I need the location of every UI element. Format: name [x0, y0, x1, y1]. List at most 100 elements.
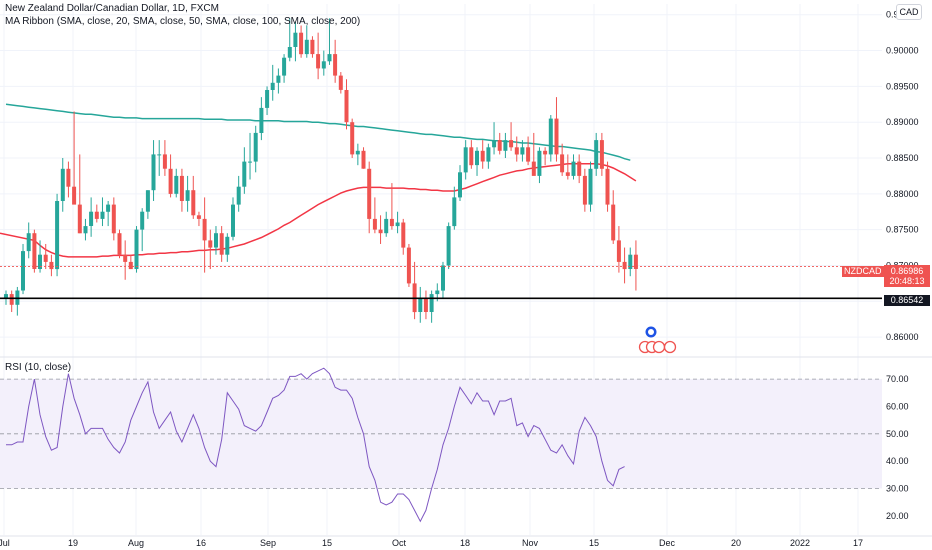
candle[interactable] — [384, 211, 389, 237]
candle[interactable] — [338, 72, 343, 94]
candle[interactable] — [196, 211, 201, 227]
candle[interactable] — [43, 243, 48, 270]
candle[interactable] — [248, 132, 252, 180]
candle[interactable] — [208, 229, 213, 270]
candle[interactable] — [395, 211, 400, 234]
candle[interactable] — [253, 125, 258, 173]
candle[interactable] — [157, 140, 162, 176]
candle[interactable] — [486, 143, 491, 169]
event-markers[interactable] — [638, 325, 677, 354]
candle[interactable] — [310, 36, 315, 58]
candle[interactable] — [128, 254, 133, 270]
candle[interactable] — [259, 97, 264, 141]
candle[interactable] — [117, 229, 122, 259]
candle[interactable] — [26, 222, 31, 259]
candle[interactable] — [304, 25, 309, 58]
candle[interactable] — [463, 140, 468, 180]
candle[interactable] — [452, 186, 457, 230]
candle[interactable] — [441, 261, 445, 298]
candles[interactable] — [4, 18, 638, 323]
candle[interactable] — [372, 197, 377, 234]
candle[interactable] — [605, 161, 610, 212]
candle[interactable] — [423, 290, 428, 320]
candle[interactable] — [145, 190, 150, 219]
candle[interactable] — [111, 197, 116, 241]
candle[interactable] — [106, 200, 111, 227]
candle[interactable] — [72, 111, 77, 205]
candle[interactable] — [412, 261, 417, 320]
candle[interactable] — [66, 161, 71, 198]
candle[interactable] — [276, 68, 281, 94]
candle[interactable] — [242, 147, 247, 194]
candle[interactable] — [282, 54, 287, 83]
candle[interactable] — [191, 175, 196, 219]
candle[interactable] — [333, 39, 338, 83]
candle[interactable] — [622, 247, 627, 284]
candle[interactable] — [185, 175, 190, 212]
candle[interactable] — [151, 140, 156, 201]
candle[interactable] — [162, 140, 167, 176]
candle[interactable] — [594, 132, 599, 176]
candle[interactable] — [628, 247, 633, 277]
candle[interactable] — [299, 25, 304, 58]
economic-event-icon[interactable] — [652, 340, 666, 354]
candle[interactable] — [469, 140, 474, 169]
candle[interactable] — [293, 21, 298, 62]
candle[interactable] — [582, 168, 587, 212]
candle[interactable] — [537, 147, 542, 184]
candle[interactable] — [361, 147, 366, 169]
candle[interactable] — [168, 154, 173, 198]
indicator-legend[interactable]: MA Ribbon (SMA, close, 20, SMA, close, 5… — [5, 16, 361, 27]
candle[interactable] — [32, 229, 37, 273]
candle[interactable] — [418, 286, 423, 323]
candle[interactable] — [202, 197, 207, 273]
candle[interactable] — [100, 197, 105, 227]
candle[interactable] — [480, 140, 485, 169]
candle[interactable] — [344, 79, 349, 130]
time-axis[interactable]: Jul 19 Aug 16 Sep 15 Oct 18 Nov 15 Dec 20 2022 17 — [0, 538, 863, 548]
candle[interactable] — [265, 86, 270, 116]
candle[interactable] — [55, 193, 60, 277]
candle[interactable] — [429, 290, 434, 323]
candle[interactable] — [225, 233, 230, 262]
candle[interactable] — [89, 197, 94, 237]
candle[interactable] — [446, 222, 451, 270]
candle[interactable] — [134, 226, 139, 273]
candle[interactable] — [83, 218, 88, 241]
candle[interactable] — [9, 290, 14, 313]
candle[interactable] — [389, 183, 394, 230]
candle[interactable] — [231, 197, 235, 241]
candle[interactable] — [458, 165, 462, 201]
candle[interactable] — [492, 122, 497, 155]
candle[interactable] — [378, 215, 383, 244]
candle[interactable] — [49, 254, 54, 277]
candle[interactable] — [497, 132, 502, 155]
candle[interactable] — [401, 218, 406, 255]
candle[interactable] — [327, 18, 332, 65]
candle[interactable] — [367, 161, 372, 234]
candle[interactable] — [15, 286, 20, 316]
price-axis[interactable]: 0.905000.900000.895000.890000.885000.880… — [886, 10, 919, 342]
candle[interactable] — [350, 118, 355, 159]
candle[interactable] — [514, 136, 519, 162]
candle[interactable] — [219, 226, 224, 262]
candle[interactable] — [123, 240, 128, 280]
candle[interactable] — [520, 140, 525, 162]
candle[interactable] — [316, 32, 321, 80]
rsi-axis[interactable]: 70.00 60.00 50.00 40.00 30.00 20.00 — [886, 374, 909, 521]
currency-button[interactable]: CAD — [896, 4, 922, 20]
candle[interactable] — [509, 122, 514, 151]
candle[interactable] — [571, 154, 576, 180]
candle[interactable] — [179, 168, 184, 212]
candle[interactable] — [94, 204, 99, 223]
candle[interactable] — [503, 132, 508, 159]
candle[interactable] — [236, 175, 241, 212]
candle[interactable] — [548, 115, 553, 162]
candle[interactable] — [38, 240, 42, 273]
candle[interactable] — [140, 208, 145, 252]
candle[interactable] — [560, 143, 565, 176]
candle[interactable] — [174, 168, 179, 198]
candle[interactable] — [526, 136, 531, 166]
candle[interactable] — [406, 243, 411, 287]
